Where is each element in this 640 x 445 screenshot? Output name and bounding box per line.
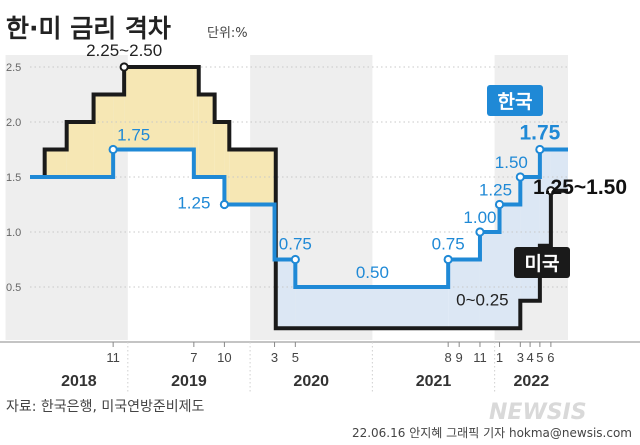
gap-fill-segment bbox=[448, 259, 480, 329]
gap-fill-segment bbox=[295, 287, 449, 329]
korea-rate-label: 1.50 bbox=[495, 153, 528, 172]
korea-rate-label: 0.50 bbox=[356, 263, 389, 282]
legend-us: 미국 bbox=[514, 247, 570, 278]
month-label: 5 bbox=[536, 350, 543, 365]
korea-final-label: 1.75 bbox=[519, 122, 560, 145]
korea-rate-label: 0.75 bbox=[279, 235, 312, 254]
month-label: 5 bbox=[292, 350, 299, 365]
year-label: 2021 bbox=[416, 373, 452, 390]
korea-marker bbox=[475, 227, 485, 237]
korea-marker bbox=[219, 199, 230, 210]
korea-badge-label: 한국 bbox=[498, 91, 533, 113]
gap-fill-segment bbox=[214, 122, 225, 177]
korea-marker bbox=[443, 254, 453, 265]
year-label: 2020 bbox=[293, 373, 329, 390]
unit-label: 단위:% bbox=[207, 26, 248, 41]
source-note: 자료: 한국은행, 미국연방준비제도 bbox=[6, 399, 205, 415]
series-lines bbox=[30, 65, 568, 331]
gap-fill-segment bbox=[193, 67, 199, 177]
y-tick-label: 2.5 bbox=[6, 62, 21, 74]
year-label: 2019 bbox=[171, 373, 207, 390]
y-tick-label: 2.0 bbox=[6, 117, 21, 129]
korea-marker bbox=[535, 144, 545, 155]
watermark-logo: NEWSIS bbox=[489, 400, 587, 425]
chart-title: 한·미 금리 격차 bbox=[6, 14, 171, 43]
legend-korea: 한국 bbox=[487, 85, 543, 116]
us-rate-label: 2.25~2.50 bbox=[86, 41, 162, 60]
gap-fill-segment bbox=[124, 67, 194, 150]
point-labels: 1.75 1.25 0.75 0.50 0.75 1.00 1.25 1.50 2.25~2.5… bbox=[86, 41, 627, 310]
korea-rate-line bbox=[30, 147, 568, 289]
us-rate-line bbox=[30, 65, 568, 331]
month-label: 4 bbox=[526, 350, 533, 365]
y-tick-label: 1.0 bbox=[6, 227, 21, 239]
year-label: 2022 bbox=[514, 373, 550, 390]
y-tick-label: 1.5 bbox=[6, 172, 21, 184]
month-label: 10 bbox=[217, 350, 231, 365]
gap-fill-segment bbox=[198, 94, 215, 177]
gap-fill-segment bbox=[539, 149, 551, 246]
year-label: 2018 bbox=[61, 373, 97, 390]
gap-fill-segment bbox=[113, 94, 125, 150]
korea-rate-label: 1.00 bbox=[463, 208, 496, 227]
us-badge-bg bbox=[514, 247, 570, 278]
gap-fill-segment bbox=[93, 94, 114, 177]
month-label: 11 bbox=[473, 350, 487, 365]
credit-line: 22.06.16 안지혜 그래픽 기자 hokma@newsis.com bbox=[352, 426, 632, 440]
month-label: 1 bbox=[496, 350, 503, 365]
gap-fill-segment bbox=[66, 122, 94, 177]
gap-fill-segment bbox=[224, 122, 230, 205]
korea-marker bbox=[108, 144, 118, 155]
gap-fill-segment bbox=[499, 204, 521, 329]
korea-marker bbox=[494, 199, 505, 210]
korea-rate-label: 1.25 bbox=[479, 181, 512, 200]
korea-marker bbox=[290, 254, 300, 265]
us-marker bbox=[119, 62, 129, 72]
korea-rate-label: 1.75 bbox=[117, 126, 150, 145]
gap-fill-segment bbox=[275, 259, 296, 329]
y-tick-label: 0.5 bbox=[6, 282, 21, 294]
korea-rate-label: 0.75 bbox=[432, 235, 465, 254]
month-label: 3 bbox=[517, 350, 524, 365]
us-marker bbox=[546, 186, 556, 196]
us-rate-label: 0~0.25 bbox=[456, 291, 508, 310]
gap-fill-segment bbox=[550, 149, 568, 191]
month-label: 8 bbox=[445, 350, 452, 365]
korea-marker bbox=[515, 172, 525, 182]
month-label: 6 bbox=[547, 350, 554, 365]
markers bbox=[108, 62, 556, 265]
y-axis: 0.5 1.0 1.5 2.0 2.5 bbox=[6, 62, 568, 294]
month-label: 3 bbox=[271, 350, 278, 365]
korea-rate-label: 1.25 bbox=[177, 194, 210, 213]
gap-fill-segment bbox=[479, 232, 500, 329]
gap-fill-segment bbox=[44, 149, 67, 177]
gap-fills bbox=[44, 67, 568, 329]
month-label: 7 bbox=[190, 350, 197, 365]
us-final-label: 1.25~1.50 bbox=[533, 176, 627, 199]
us-badge-label: 미국 bbox=[525, 253, 560, 275]
korea-badge-bg bbox=[487, 85, 543, 116]
month-label: 11 bbox=[106, 350, 120, 365]
month-label: 9 bbox=[456, 350, 463, 365]
